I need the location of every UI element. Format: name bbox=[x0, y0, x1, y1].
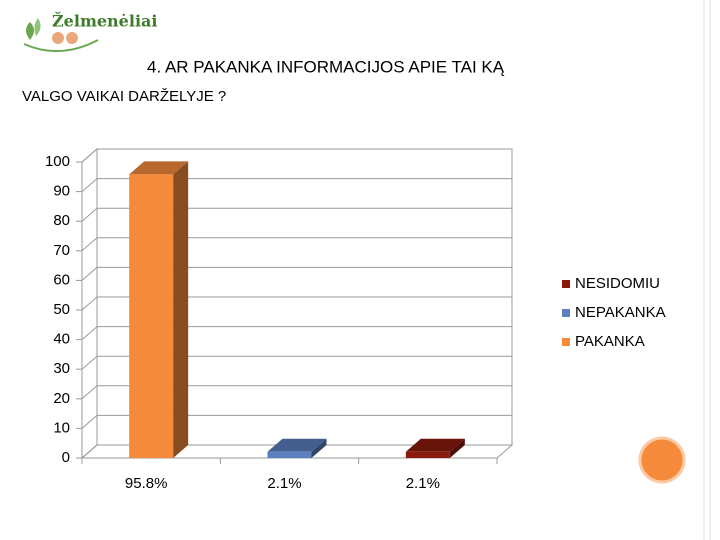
legend-label: NESIDOMIU bbox=[575, 275, 660, 292]
y-tick-label: 0 bbox=[62, 449, 70, 466]
logo-leaf bbox=[26, 22, 34, 40]
grid-line bbox=[81, 207, 512, 222]
bar-side bbox=[173, 161, 189, 458]
logo-leaf bbox=[34, 18, 41, 36]
legend-swatch bbox=[562, 309, 570, 317]
y-tick-label: 60 bbox=[53, 271, 70, 288]
bar bbox=[267, 451, 312, 458]
bar-top bbox=[267, 438, 327, 452]
bar-side bbox=[311, 438, 327, 458]
title-line: VALGO VAIKAI DARŽELYJE ? bbox=[22, 88, 226, 105]
grid-line bbox=[81, 355, 512, 370]
y-tick-label: 90 bbox=[53, 183, 70, 200]
y-tick-label: 70 bbox=[53, 242, 70, 259]
x-tick-label: 2.1% bbox=[267, 475, 301, 492]
grid-line bbox=[81, 178, 512, 192]
y-tick-label: 30 bbox=[53, 360, 70, 377]
y-tick-label: 80 bbox=[53, 212, 70, 229]
logo-arc bbox=[23, 39, 99, 53]
legend-label: PAKANKA bbox=[575, 333, 645, 350]
bar bbox=[405, 451, 450, 458]
grid-line bbox=[81, 444, 512, 459]
y-tick-label: 10 bbox=[53, 419, 70, 436]
grid-line bbox=[81, 414, 512, 429]
logo-child bbox=[52, 32, 64, 44]
grid-line bbox=[81, 385, 512, 400]
grid-line bbox=[81, 148, 512, 163]
logo-child bbox=[66, 32, 78, 44]
chart: 0 10 20 30 40 50 60 70 80 90 100 95.8% 2.1% 2.1% NESID… bbox=[45, 147, 666, 492]
logo-text: Želmenėliai bbox=[52, 11, 157, 31]
decor-circle bbox=[638, 436, 686, 484]
grid-line bbox=[81, 296, 512, 311]
grid-line bbox=[81, 326, 512, 340]
legend-swatch bbox=[562, 280, 570, 288]
legend-swatch bbox=[562, 338, 570, 346]
bar-top bbox=[405, 438, 465, 452]
legend-label: NEPAKANKA bbox=[575, 304, 666, 321]
y-tick-label: 40 bbox=[53, 331, 70, 348]
grid-line bbox=[81, 237, 512, 252]
x-tick-label: 2.1% bbox=[406, 475, 440, 492]
bar bbox=[129, 174, 174, 458]
logo: Želmenėliai bbox=[23, 11, 157, 53]
bar-side bbox=[449, 438, 465, 458]
bar-top bbox=[129, 161, 189, 175]
y-tick-label: 50 bbox=[53, 301, 70, 318]
title-line: 4. AR PAKANKA INFORMACIJOS APIE TAI KĄ bbox=[147, 57, 505, 76]
y-tick-label: 20 bbox=[53, 390, 70, 407]
grid-line bbox=[81, 266, 512, 281]
y-tick-label: 100 bbox=[45, 153, 70, 170]
x-tick-label: 95.8% bbox=[125, 475, 168, 492]
